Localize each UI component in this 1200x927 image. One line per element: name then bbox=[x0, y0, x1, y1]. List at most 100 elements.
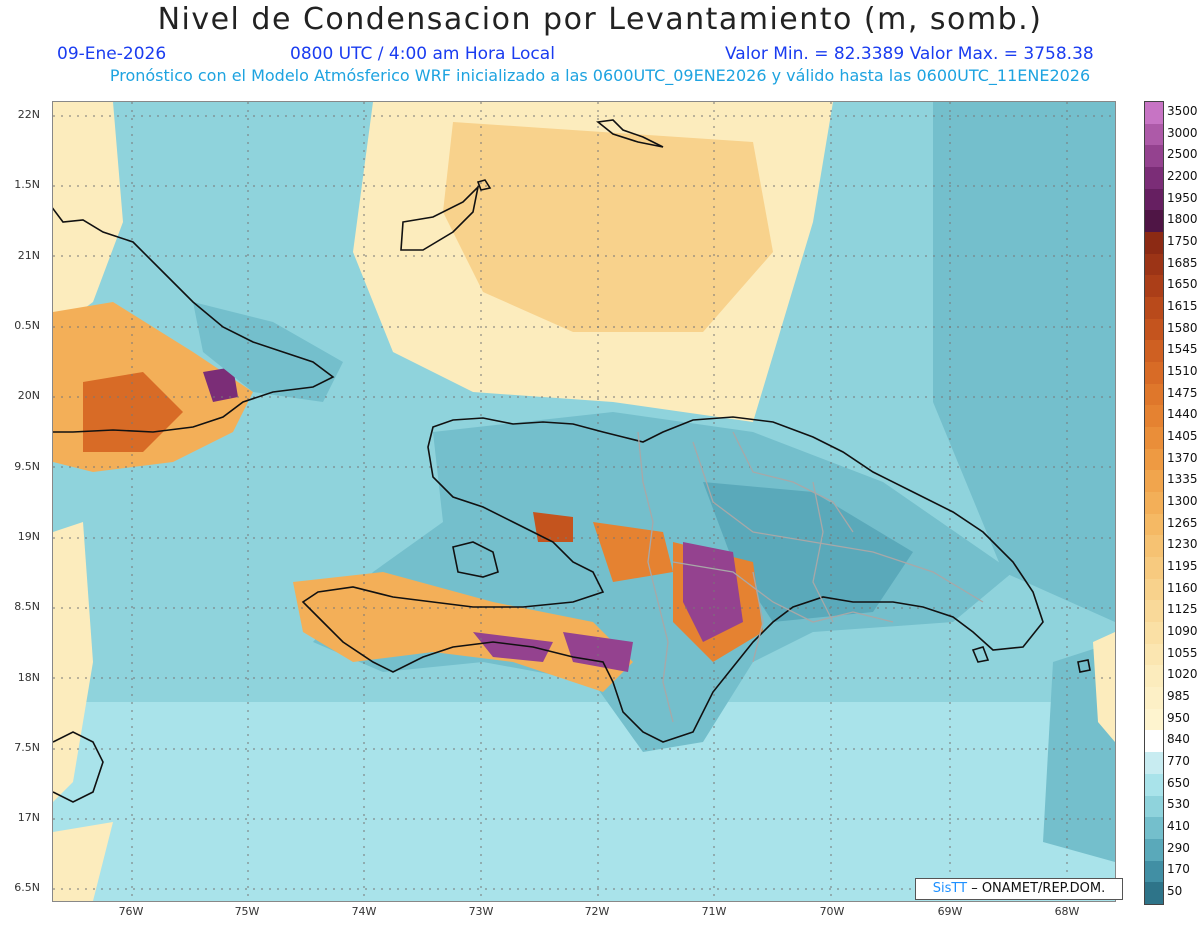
forecast-time: 0800 UTC / 4:00 am Hora Local bbox=[290, 44, 555, 64]
credit-text: – ONAMET/REP.DOM. bbox=[967, 881, 1106, 896]
lcl-field-tiburon bbox=[293, 572, 633, 692]
legend-level-label: 1160 bbox=[1167, 580, 1198, 595]
lcl-field-south-max bbox=[563, 632, 633, 672]
legend-level-label: 770 bbox=[1167, 754, 1190, 769]
legend-level-label: 1615 bbox=[1167, 298, 1198, 313]
coastline-hispaniola bbox=[301, 416, 1044, 743]
legend-level-label: 1510 bbox=[1167, 363, 1198, 378]
legend-level-label: 950 bbox=[1167, 710, 1190, 725]
legend-level-label: 650 bbox=[1167, 775, 1190, 790]
legend-swatch bbox=[1145, 730, 1163, 753]
legend-swatch bbox=[1145, 145, 1163, 168]
color-legend bbox=[1144, 101, 1164, 905]
legend-swatch bbox=[1145, 492, 1163, 514]
legend-level-label: 3500 bbox=[1167, 103, 1198, 118]
lcl-field-southwest bbox=[53, 822, 113, 901]
legend-swatch bbox=[1145, 210, 1163, 233]
legend-level-label: 410 bbox=[1167, 819, 1190, 834]
coastline-caicos bbox=[596, 119, 664, 148]
lon-label: 69W bbox=[937, 905, 963, 918]
legend-level-label: 1650 bbox=[1167, 277, 1198, 292]
border-provinces-east bbox=[812, 481, 834, 623]
border-provinces-central bbox=[672, 561, 894, 623]
legend-swatch bbox=[1145, 232, 1163, 254]
lat-label: 0.5N bbox=[14, 319, 40, 332]
legend-level-label: 1020 bbox=[1167, 667, 1198, 682]
lat-label: 9.5N bbox=[14, 460, 40, 473]
lcl-field-border-max bbox=[683, 542, 743, 642]
legend-swatch bbox=[1145, 470, 1163, 493]
legend-swatch bbox=[1145, 405, 1163, 428]
province-borders bbox=[637, 431, 984, 723]
lat-label: 6.5N bbox=[14, 881, 40, 894]
legend-swatch bbox=[1145, 687, 1163, 709]
lcl-field-west-yellow bbox=[53, 102, 123, 332]
legend-swatch bbox=[1145, 123, 1163, 146]
lon-label: 70W bbox=[819, 905, 845, 918]
credit-brand: SisTT bbox=[932, 881, 968, 896]
lon-label: 73W bbox=[468, 905, 494, 918]
legend-swatch bbox=[1145, 297, 1163, 319]
lon-label: 76W bbox=[118, 905, 144, 918]
lcl-field-artibonite bbox=[533, 512, 573, 542]
lon-label: 75W bbox=[234, 905, 260, 918]
lat-label: 1.5N bbox=[14, 178, 40, 191]
legend-level-label: 1685 bbox=[1167, 255, 1198, 270]
lon-label: 68W bbox=[1054, 905, 1080, 918]
legend-level-label: 1440 bbox=[1167, 407, 1198, 422]
border-provinces-south bbox=[752, 571, 764, 663]
lat-label: 22N bbox=[17, 108, 40, 121]
legend-level-label: 985 bbox=[1167, 689, 1190, 704]
legend-swatch bbox=[1145, 557, 1163, 579]
legend-swatch bbox=[1145, 643, 1163, 666]
coastlines bbox=[53, 119, 1091, 803]
legend-swatch bbox=[1145, 427, 1163, 449]
legend-level-label: 1750 bbox=[1167, 233, 1198, 248]
lcl-field-central-orange bbox=[593, 522, 673, 582]
lcl-field-tiburon-max bbox=[473, 632, 553, 662]
lcl-field-north-orange bbox=[443, 122, 773, 332]
lon-label: 74W bbox=[351, 905, 377, 918]
legend-level-label: 1405 bbox=[1167, 428, 1198, 443]
coastline-islet bbox=[476, 179, 492, 191]
legend-swatch bbox=[1145, 513, 1163, 536]
legend-swatch bbox=[1145, 882, 1163, 904]
coastline-saona bbox=[971, 646, 990, 663]
legend-level-label: 3000 bbox=[1167, 125, 1198, 140]
legend-level-label: 1125 bbox=[1167, 602, 1198, 617]
legend-swatch bbox=[1145, 383, 1163, 406]
legend-level-label: 1265 bbox=[1167, 515, 1198, 530]
legend-level-label: 1335 bbox=[1167, 472, 1198, 487]
lat-label: 17N bbox=[17, 811, 40, 824]
forecast-description: Pronóstico con el Modelo Atmósferico WRF… bbox=[109, 66, 1091, 85]
lat-label: 18N bbox=[17, 671, 40, 684]
legend-swatch bbox=[1145, 600, 1163, 623]
legend-level-label: 1055 bbox=[1167, 645, 1198, 660]
legend-level-label: 1090 bbox=[1167, 624, 1198, 639]
coastline-mona bbox=[1077, 659, 1091, 673]
lcl-field-hispaniola bbox=[313, 412, 1013, 752]
legend-swatch bbox=[1145, 817, 1163, 839]
lat-label: 20N bbox=[17, 389, 40, 402]
legend-swatch bbox=[1145, 275, 1163, 298]
legend-level-label: 840 bbox=[1167, 732, 1190, 747]
map-title: Nivel de Condensacion por Levantamiento … bbox=[157, 2, 1043, 37]
border-provinces-north bbox=[692, 441, 984, 603]
legend-level-label: 1230 bbox=[1167, 537, 1198, 552]
legend-swatch bbox=[1145, 622, 1163, 644]
legend-level-label: 1195 bbox=[1167, 559, 1198, 574]
legend-level-label: 1545 bbox=[1167, 342, 1198, 357]
legend-swatch bbox=[1145, 773, 1163, 796]
legend-level-label: 2500 bbox=[1167, 147, 1198, 162]
lat-label: 7.5N bbox=[14, 741, 40, 754]
legend-swatch bbox=[1145, 665, 1163, 688]
lat-label: 8.5N bbox=[14, 600, 40, 613]
coastline-gonave bbox=[452, 541, 499, 578]
forecast-date: 09-Ene-2026 bbox=[57, 44, 167, 64]
legend-level-label: 290 bbox=[1167, 840, 1190, 855]
legend-level-label: 1300 bbox=[1167, 494, 1198, 508]
legend-level-label: 50 bbox=[1167, 884, 1183, 899]
legend-level-label: 1950 bbox=[1167, 190, 1198, 205]
legend-level-label: 1580 bbox=[1167, 320, 1198, 335]
legend-swatch bbox=[1145, 318, 1163, 341]
